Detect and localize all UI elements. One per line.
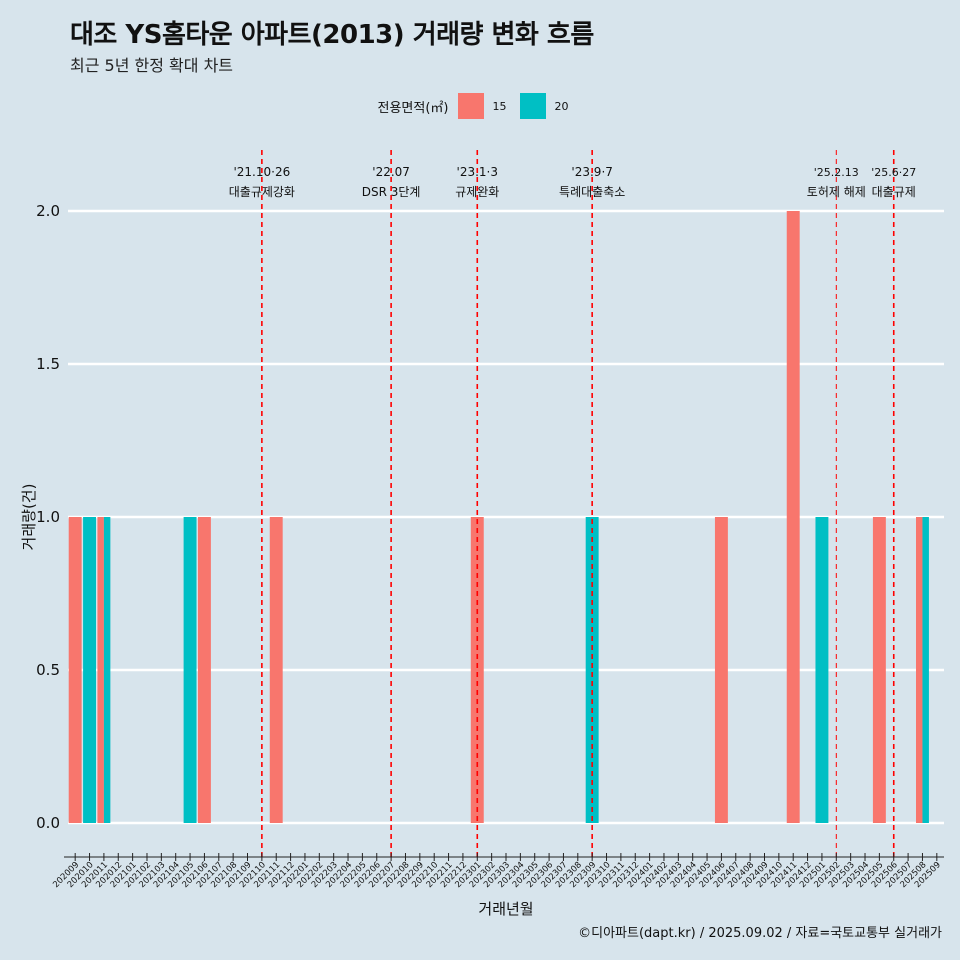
bar-202009-15 bbox=[68, 517, 82, 823]
annotation-date: '23.9·7 bbox=[571, 165, 612, 179]
bar-202106-15 bbox=[197, 517, 211, 823]
y-tick-label: 0.0 bbox=[36, 814, 60, 832]
bar-202301-15 bbox=[470, 517, 484, 823]
bar-202501-20 bbox=[815, 517, 829, 823]
legend-key-20 bbox=[520, 93, 547, 119]
x-axis-title: 거래년월 bbox=[478, 900, 533, 918]
annotation-date: '23.1·3 bbox=[457, 165, 498, 179]
annotation-date: '25.2.13 bbox=[814, 166, 859, 179]
source-caption: ©디아파트(dapt.kr) / 2025.09.02 / 자료=국토교통부 실… bbox=[578, 926, 942, 941]
bar-202309-20 bbox=[585, 517, 599, 823]
annotation-label: 토허제 해제 bbox=[807, 185, 866, 199]
chart-subtitle: 최근 5년 한정 확대 차트 bbox=[70, 56, 234, 75]
annotation-label: 대출규제강화 bbox=[229, 185, 295, 199]
legend-key-15 bbox=[458, 93, 485, 119]
chart-title: 대조 YS홈타운 아파트(2013) 거래량 변화 흐름 bbox=[70, 20, 594, 50]
y-tick-label: 1.5 bbox=[36, 355, 60, 373]
bar-202505-15 bbox=[872, 517, 886, 823]
legend-title: 전용면적(㎡) bbox=[377, 100, 449, 116]
bar-202105-20 bbox=[183, 517, 197, 823]
bar-202508-20 bbox=[922, 517, 929, 823]
bar-202111-15 bbox=[269, 517, 283, 823]
legend-label-20: 20 bbox=[554, 99, 569, 113]
annotation-label: 대출규제 bbox=[872, 185, 916, 199]
legend-label-15: 15 bbox=[492, 99, 507, 113]
legend: 전용면적(㎡) 15 20 bbox=[0, 93, 960, 119]
bar-202508-15 bbox=[915, 517, 923, 823]
annotation-label: 규제완화 bbox=[455, 185, 499, 199]
bar-202406-15 bbox=[714, 517, 728, 823]
annotation-label: 특례대출축소 bbox=[559, 185, 625, 199]
y-tick-label: 2.0 bbox=[36, 202, 60, 220]
annotation-date: '22.07 bbox=[372, 165, 410, 179]
annotation-date: '21.10·26 bbox=[233, 165, 290, 179]
bar-202011-15 bbox=[97, 517, 104, 823]
annotation-label: DSR 3단계 bbox=[362, 185, 421, 199]
bar-202411-15 bbox=[786, 211, 800, 823]
y-tick-label: 1.0 bbox=[36, 508, 60, 526]
y-tick-label: 0.5 bbox=[36, 661, 60, 679]
y-axis-title: 거래량(건) bbox=[20, 484, 38, 551]
bar-202011-20 bbox=[103, 517, 111, 823]
annotation-date: '25.6·27 bbox=[871, 166, 916, 179]
bar-202010-20 bbox=[83, 517, 97, 823]
